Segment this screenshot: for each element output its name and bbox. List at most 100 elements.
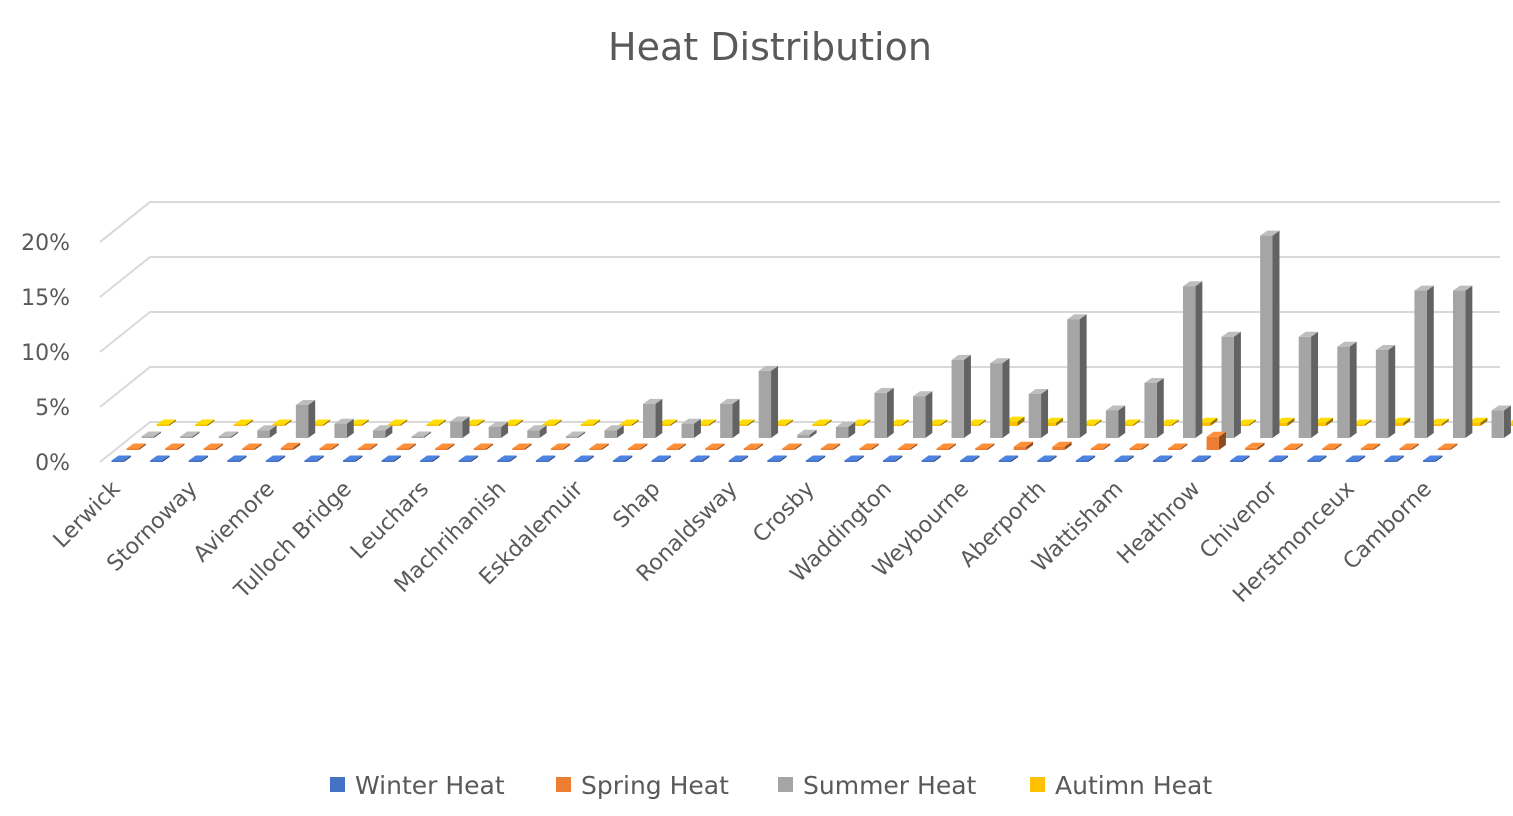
bar <box>921 455 941 462</box>
bar <box>850 419 871 426</box>
bar <box>767 455 787 462</box>
bar <box>859 443 879 450</box>
bar <box>1230 455 1250 462</box>
bar <box>580 419 601 426</box>
bar <box>705 443 725 450</box>
bar <box>720 398 740 438</box>
y-tick-label: 0% <box>35 451 70 476</box>
category-label: Lerwick <box>49 476 126 553</box>
bar <box>280 442 301 450</box>
bar <box>805 455 826 462</box>
bar <box>1005 416 1025 426</box>
bar <box>304 455 324 462</box>
bar <box>373 425 393 438</box>
legend-swatch <box>1030 777 1045 792</box>
bar <box>1221 331 1241 438</box>
bar <box>1105 405 1126 438</box>
bar <box>488 422 509 438</box>
bar <box>820 443 841 450</box>
bar <box>272 419 292 426</box>
bar <box>690 455 710 462</box>
bar <box>1283 443 1304 450</box>
bar <box>126 443 146 450</box>
bar <box>1345 455 1366 462</box>
series-spring-heat <box>126 431 1458 450</box>
bar <box>1307 455 1327 462</box>
bar <box>1067 314 1087 438</box>
bar <box>188 455 209 462</box>
legend: Winter Heat Spring Heat Summer Heat Autimn … <box>330 771 1212 800</box>
bar <box>411 431 431 438</box>
bar <box>913 391 933 438</box>
bar <box>735 419 755 426</box>
bar <box>1082 419 1102 426</box>
bar <box>874 387 894 438</box>
bar <box>1191 455 1211 462</box>
bar <box>227 455 247 462</box>
bar <box>426 419 446 426</box>
bar <box>512 443 532 450</box>
y-tick-label: 20% <box>21 231 70 256</box>
bar <box>310 419 331 426</box>
bar <box>1429 418 1449 426</box>
bar <box>1438 443 1458 450</box>
bar <box>527 425 547 438</box>
bar <box>565 431 586 438</box>
bar <box>1360 443 1381 450</box>
bar <box>1159 419 1179 426</box>
bar <box>1298 331 1319 438</box>
bar <box>619 419 639 426</box>
bar <box>1168 443 1188 450</box>
bar <box>1414 285 1434 438</box>
bar <box>1129 443 1149 450</box>
bar <box>773 419 794 426</box>
bar <box>396 443 416 450</box>
bar <box>1375 345 1396 438</box>
bar <box>1090 443 1111 450</box>
bar <box>1399 443 1419 450</box>
series-summer-heat <box>141 230 1511 438</box>
bar <box>156 419 176 426</box>
y-tick-label: 15% <box>21 286 70 311</box>
bar <box>975 443 995 450</box>
series-autimn-heat <box>156 416 1513 426</box>
bars <box>111 230 1513 462</box>
bar <box>195 419 215 426</box>
bar <box>203 443 224 450</box>
bar <box>1144 378 1164 438</box>
legend-item: Summer Heat <box>778 771 977 800</box>
bar <box>889 419 909 426</box>
gridline <box>99 201 1500 243</box>
bar <box>960 455 980 462</box>
legend-swatch <box>330 777 345 792</box>
bar <box>1037 455 1057 462</box>
bar <box>589 443 609 450</box>
legend-item: Autimn Heat <box>1030 771 1212 800</box>
bar <box>349 419 369 426</box>
bar <box>458 455 479 462</box>
bar <box>1390 417 1411 426</box>
bar <box>1245 442 1265 450</box>
bar <box>180 431 200 438</box>
bar <box>450 416 470 438</box>
bar <box>465 419 485 426</box>
bar <box>257 425 277 438</box>
bar <box>388 419 408 426</box>
bar <box>1313 417 1334 426</box>
bar <box>1043 417 1064 426</box>
y-tick-label: 10% <box>21 341 70 366</box>
bar <box>883 455 903 462</box>
bar <box>1453 285 1473 438</box>
bar <box>141 431 161 438</box>
bar <box>928 419 948 426</box>
bar <box>936 443 956 450</box>
bar <box>835 422 856 438</box>
gridline <box>99 366 1500 408</box>
bar <box>550 443 571 450</box>
bar <box>503 419 524 426</box>
bar <box>1120 419 1141 426</box>
legend-label: Summer Heat <box>803 771 977 800</box>
series-winter-heat <box>111 455 1443 462</box>
bar <box>1183 281 1203 438</box>
